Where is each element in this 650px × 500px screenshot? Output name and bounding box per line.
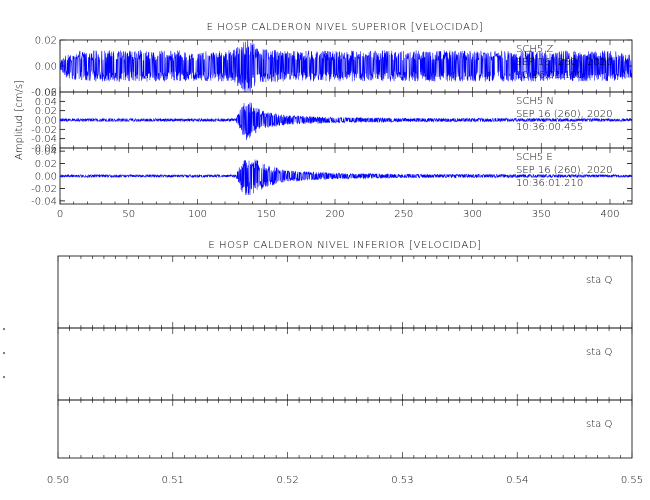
waveform-sch5-z [59,39,633,92]
trace-annotation-line: SCH5 Z [516,44,553,55]
bottom-chart-title: E HOSP CALDERON NIVEL INFERIOR [VELOCIDA… [208,240,481,251]
trace-annotation-line: SEP 16 (260), 2020 [516,109,612,120]
trace-annotation-line: 10:36:01.210 [516,178,583,189]
y-tick-label: 0.04 [35,147,57,158]
top-x-axis: 0 50 100 150 200 250 300 350 400 [57,209,620,220]
panel-frame [57,399,633,459]
panel-annotation: sta Q [586,419,612,430]
trace-annotation-line: SCH5 E [516,152,553,163]
y-tick-label: 0.00 [35,116,57,127]
x-tick-label: 200 [325,209,344,220]
y-tick-label: 0.02 [35,106,57,117]
x-tick-label: 400 [600,209,619,220]
x-tick-label: 0.50 [47,475,69,486]
x-tick-label: 250 [394,209,413,220]
x-tick-label: 100 [188,209,207,220]
x-tick-label: 0.51 [162,475,184,486]
bottom-x-axis: 0.50 0.51 0.52 0.53 0.54 0.55 [47,475,643,486]
y-tick-label: -0.04 [31,134,57,145]
top-chart-title: E HOSP CALDERON NIVEL SUPERIOR [VELOCIDA… [207,22,484,33]
bottom-chart: E HOSP CALDERON NIVEL INFERIOR [VELOCIDA… [3,240,643,486]
x-tick-label: 300 [463,209,482,220]
y-tick-label: 0.06 [35,88,57,99]
empty-panel-3: sta Q [57,399,633,459]
trace-panel-1: 0.02 0.00 -0.02 SCH5 Z SEP 16 (260), 2020 10:… [31,36,633,99]
y-tick-label: -0.02 [31,88,57,99]
x-tick-label: 0.53 [391,475,413,486]
waveform-sch5-n [59,102,633,141]
bottom-panels: sta Q sta Q sta Q [57,255,633,459]
trace-annotation-line: SEP 16 (260), 2020 [516,165,612,176]
empty-panel-1: sta Q [57,255,633,329]
panel-annotation: sta Q [586,347,612,358]
y-tick-label: -0.04 [31,196,57,207]
y-tick-label: -0.02 [31,125,57,136]
trace-annotation-line: 10:36:01.100 [516,70,583,81]
y-tick-label: -0.06 [31,144,57,155]
trace-annotation-line: SCH5 N [516,96,554,107]
y-tick-label: -0.02 [31,184,57,195]
trace-panel-3: 0.040.02 0.00-0.02-0.04 SCH5 E SEP 16 (260)… [31,147,633,207]
top-y-axis-label: Amplitud [cm/s] [14,80,25,160]
trace-annotation-line: SEP 16 (260), 2020 [516,57,612,68]
y-tick-label: 0.02 [35,159,57,170]
x-tick-label: 0 [57,209,63,220]
y-tick-label: 0.02 [35,36,57,47]
panel-frame [57,327,633,401]
panel-annotation: sta Q [586,275,612,286]
x-tick-label: 0.52 [276,475,298,486]
trace-annotation-line: 10:36:00.455 [516,122,583,133]
y-tick-label: 0.00 [35,62,57,73]
y-tick-label: 0.04 [35,97,57,108]
waveform-sch5-e [59,159,633,196]
x-tick-label: 0.54 [506,475,528,486]
x-tick-label: 0.55 [621,475,643,486]
top-chart: E HOSP CALDERON NIVEL SUPERIOR [VELOCIDA… [14,22,633,220]
x-tick-label: 350 [532,209,551,220]
x-tick-label: 50 [122,209,135,220]
panel-frame [57,255,633,329]
x-tick-label: 150 [257,209,276,220]
empty-panel-2: sta Q [57,327,633,401]
y-tick-label: 0.00 [35,172,57,183]
